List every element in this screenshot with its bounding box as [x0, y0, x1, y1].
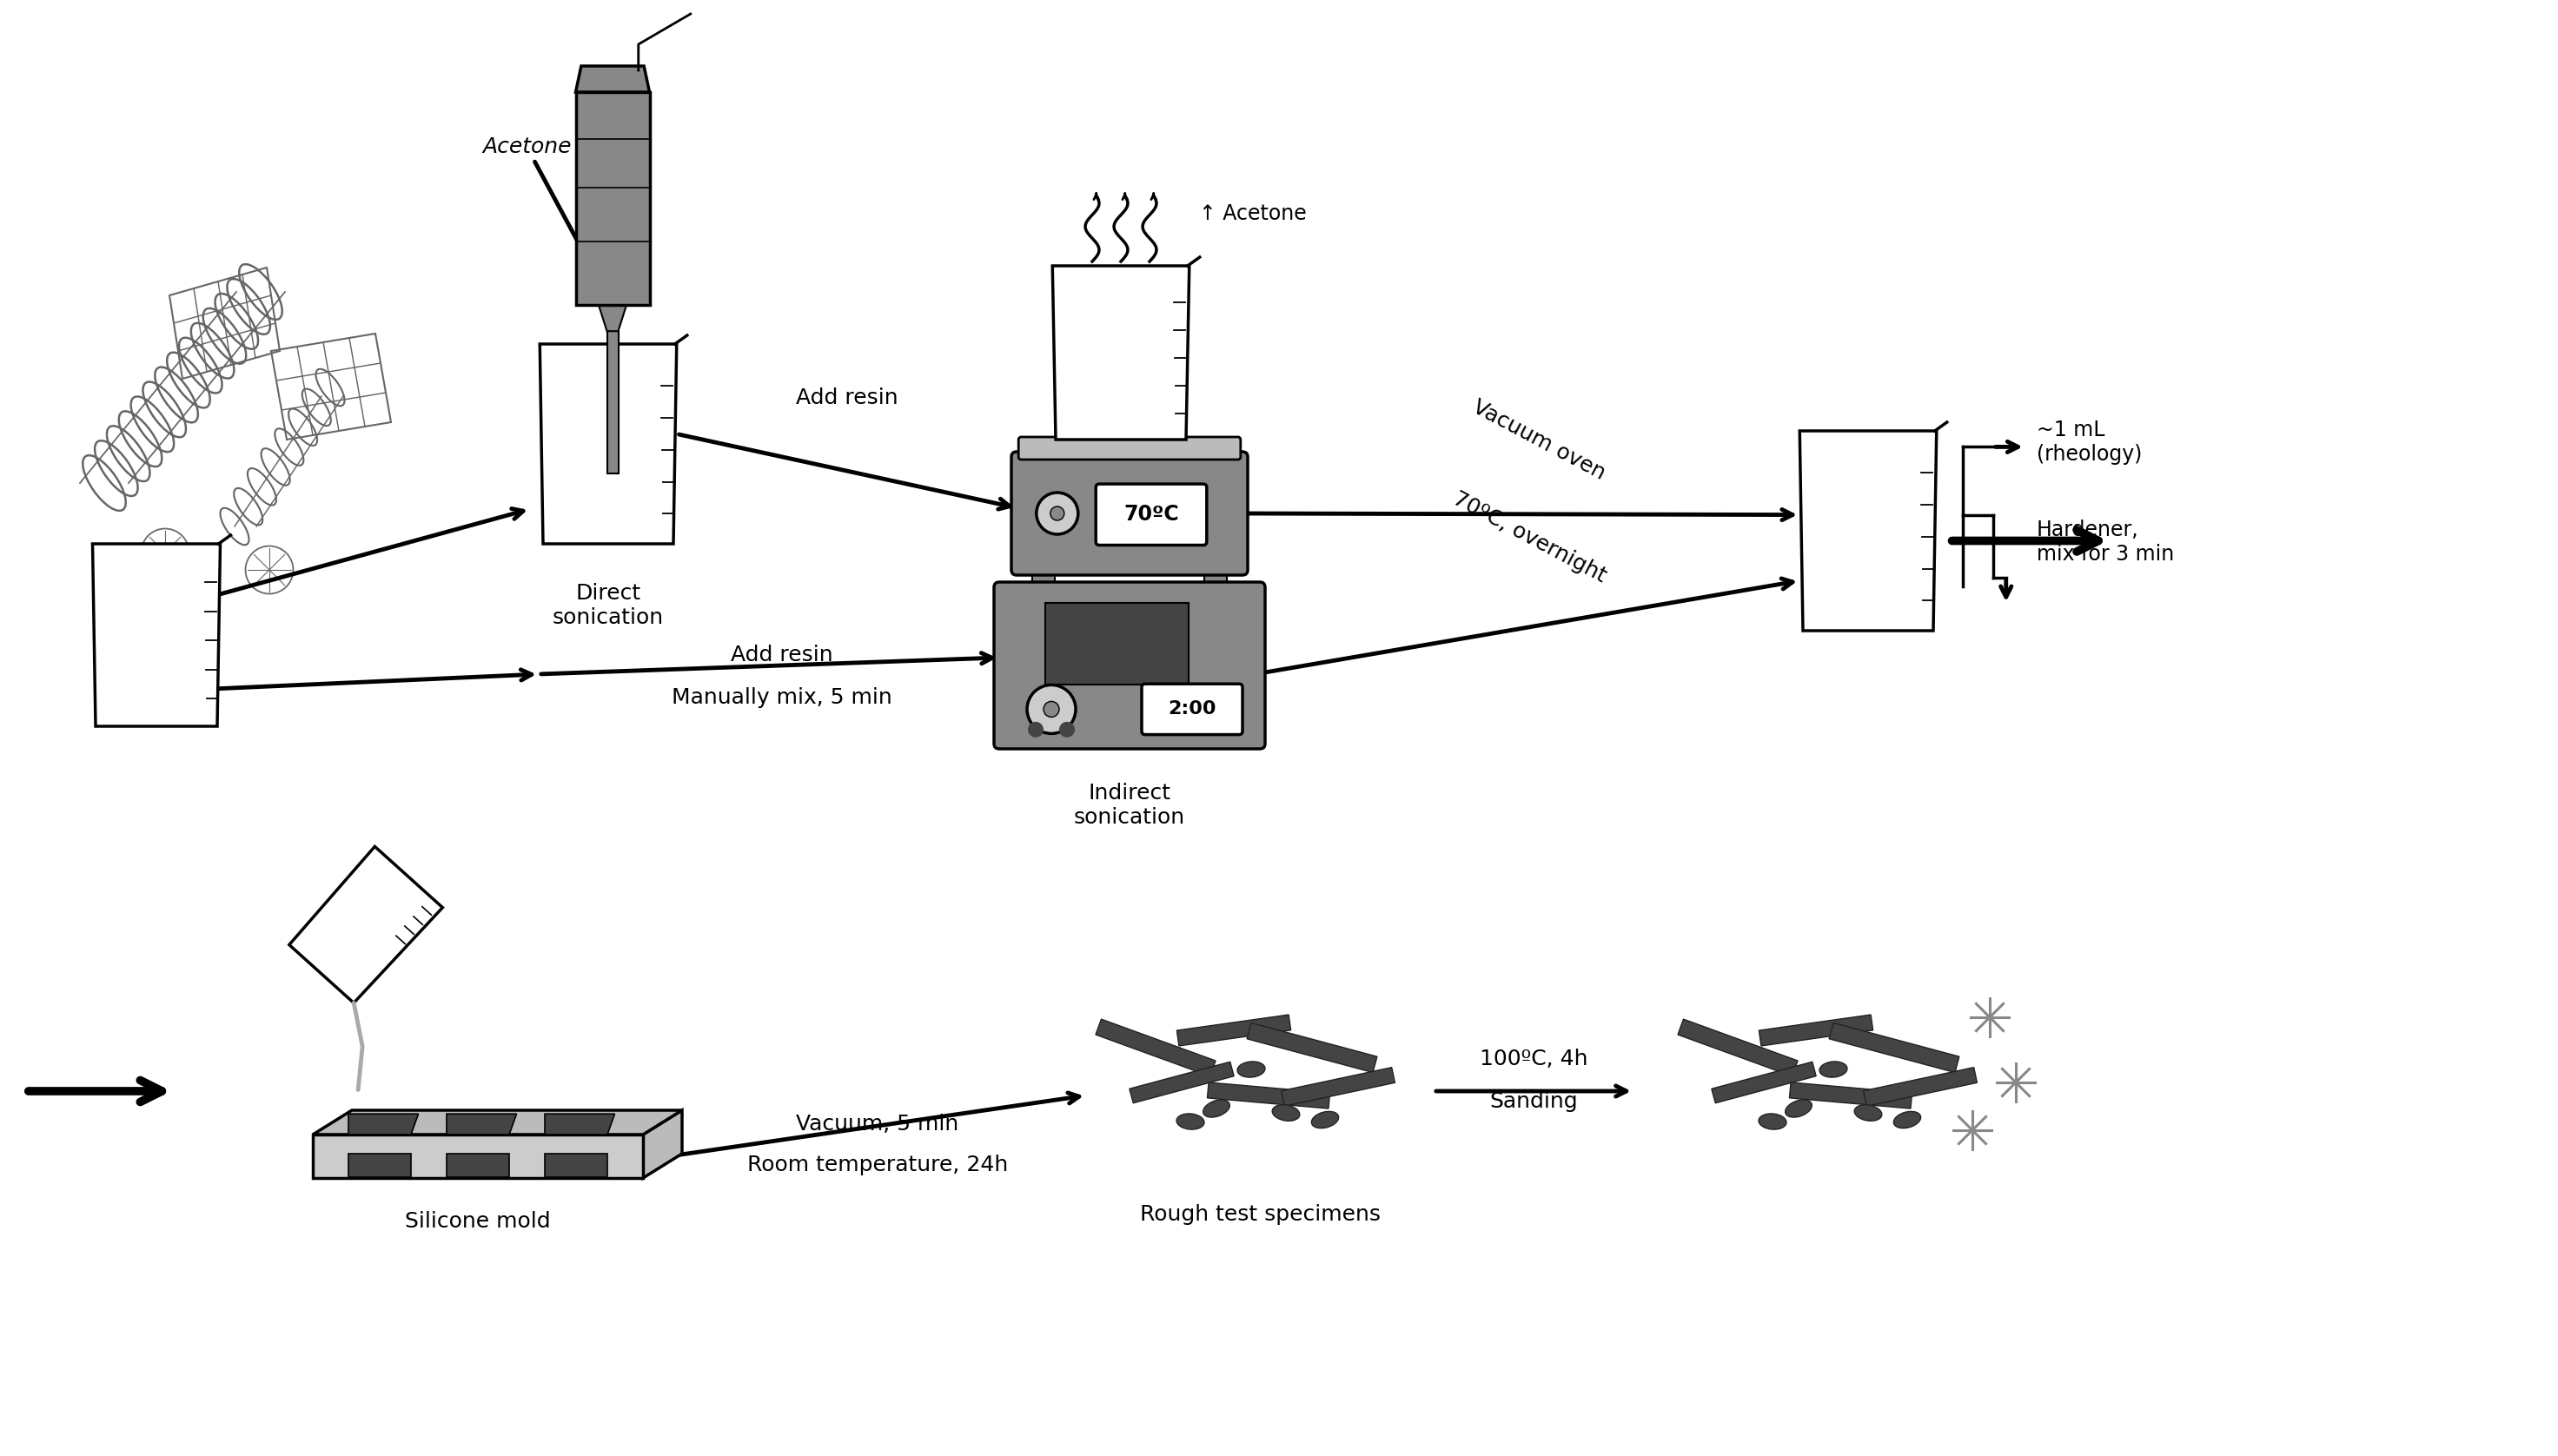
Text: Vacuum oven: Vacuum oven — [1468, 396, 1609, 483]
Circle shape — [1059, 722, 1074, 737]
Polygon shape — [1131, 1061, 1233, 1104]
FancyBboxPatch shape — [995, 582, 1266, 748]
Polygon shape — [348, 1114, 420, 1134]
Bar — [448, 1153, 509, 1176]
Polygon shape — [1801, 431, 1936, 630]
Text: Acetone: Acetone — [483, 137, 588, 259]
Circle shape — [1051, 507, 1064, 520]
Text: Rough test specimens: Rough test specimens — [1138, 1204, 1381, 1224]
Polygon shape — [1207, 1082, 1330, 1108]
Text: ↑ Acetone: ↑ Acetone — [1200, 204, 1307, 224]
Polygon shape — [1678, 1019, 1798, 1076]
Polygon shape — [1282, 1067, 1394, 1107]
Text: 100ºC, 4h: 100ºC, 4h — [1479, 1048, 1589, 1069]
Text: ~1 mL
(rheology): ~1 mL (rheology) — [2036, 419, 2141, 464]
Bar — [606, 331, 619, 473]
Polygon shape — [576, 66, 650, 92]
Polygon shape — [1054, 384, 1187, 438]
Text: Manually mix, 5 min: Manually mix, 5 min — [673, 687, 893, 708]
Text: 2:00: 2:00 — [1169, 700, 1215, 718]
Text: Indirect
sonication: Indirect sonication — [1074, 783, 1184, 827]
Bar — [1044, 603, 1189, 684]
Text: Vacuum, 5 min: Vacuum, 5 min — [796, 1114, 959, 1134]
Ellipse shape — [1760, 1114, 1785, 1130]
Polygon shape — [1801, 565, 1934, 629]
FancyBboxPatch shape — [1018, 437, 1241, 460]
Polygon shape — [1246, 1024, 1376, 1073]
Polygon shape — [545, 1114, 614, 1134]
Text: Room temperature, 24h: Room temperature, 24h — [747, 1155, 1008, 1175]
Ellipse shape — [1785, 1099, 1811, 1117]
Text: Sanding: Sanding — [1489, 1091, 1578, 1112]
Polygon shape — [289, 846, 443, 1003]
Ellipse shape — [1238, 1061, 1266, 1077]
Text: Add resin: Add resin — [732, 645, 834, 665]
Polygon shape — [1711, 1061, 1816, 1104]
Polygon shape — [599, 306, 627, 331]
Polygon shape — [1829, 1024, 1959, 1073]
Polygon shape — [294, 893, 402, 997]
FancyBboxPatch shape — [1095, 483, 1207, 545]
Polygon shape — [1862, 1067, 1977, 1107]
Polygon shape — [312, 1134, 642, 1178]
Ellipse shape — [1819, 1061, 1847, 1077]
Polygon shape — [92, 545, 220, 727]
FancyBboxPatch shape — [1141, 684, 1243, 735]
Circle shape — [1026, 684, 1077, 734]
Polygon shape — [540, 344, 678, 545]
Circle shape — [1044, 702, 1059, 716]
Bar — [576, 92, 650, 306]
Ellipse shape — [1177, 1114, 1205, 1130]
Bar — [545, 1153, 606, 1176]
Polygon shape — [1095, 1019, 1215, 1076]
Polygon shape — [1177, 1015, 1292, 1045]
Bar — [1033, 569, 1054, 590]
Ellipse shape — [1312, 1111, 1338, 1128]
Polygon shape — [1051, 266, 1189, 440]
Polygon shape — [542, 464, 675, 542]
Polygon shape — [642, 1111, 683, 1178]
Text: Add resin: Add resin — [796, 387, 898, 408]
Text: Hardener,
mix for 3 min: Hardener, mix for 3 min — [2036, 520, 2174, 565]
Polygon shape — [1791, 1082, 1911, 1108]
Ellipse shape — [1855, 1105, 1883, 1121]
Circle shape — [1028, 722, 1044, 737]
Polygon shape — [312, 1111, 683, 1134]
Ellipse shape — [1893, 1111, 1921, 1128]
Ellipse shape — [1271, 1105, 1299, 1121]
Ellipse shape — [1202, 1099, 1230, 1117]
Text: 70ºC: 70ºC — [1123, 504, 1179, 526]
Bar — [1205, 569, 1228, 590]
FancyBboxPatch shape — [1010, 451, 1248, 575]
Polygon shape — [448, 1114, 517, 1134]
Circle shape — [1036, 492, 1077, 534]
Text: Silicone mold: Silicone mold — [404, 1211, 550, 1232]
Bar — [348, 1153, 412, 1176]
Text: 70ºC, overnight: 70ºC, overnight — [1450, 488, 1609, 587]
Polygon shape — [1760, 1015, 1872, 1045]
Text: Direct
sonication: Direct sonication — [553, 582, 665, 628]
